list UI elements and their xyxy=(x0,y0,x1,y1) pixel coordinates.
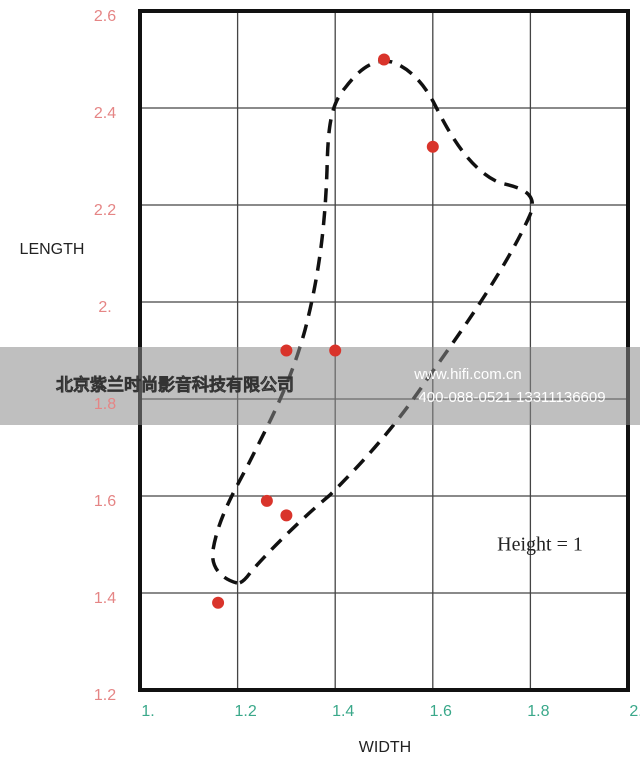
y-tick-label: 2.4 xyxy=(94,105,116,122)
y-tick-label: 2. xyxy=(98,299,111,316)
annotation: Height = 1 xyxy=(497,534,583,556)
region-outline xyxy=(210,59,534,585)
data-point xyxy=(212,596,225,609)
data-point xyxy=(378,53,390,66)
x-tick-label: 2. xyxy=(629,703,640,720)
watermark-band xyxy=(0,347,640,425)
data-point xyxy=(280,344,293,357)
x-tick-label: 1.8 xyxy=(527,703,549,720)
x-tick-label: 1.2 xyxy=(234,703,256,720)
x-tick-label: 1.4 xyxy=(332,703,354,720)
data-point xyxy=(260,494,273,507)
y-tick-label: 1.8 xyxy=(94,396,116,413)
data-point xyxy=(280,509,293,522)
watermark-phone: 400-088-0521 13311136609 xyxy=(418,389,605,406)
watermark-url: www.hifi.com.cn xyxy=(413,366,522,383)
y-axis-label: LENGTH xyxy=(20,241,85,258)
y-tick-label: 1.6 xyxy=(94,493,116,510)
data-point xyxy=(329,344,342,357)
y-tick-label: 2.2 xyxy=(94,202,116,219)
watermark-company: 北京紫兰时尚影音科技有限公司 xyxy=(56,374,294,394)
x-tick-label: 1.6 xyxy=(430,703,452,720)
x-axis-label: WIDTH xyxy=(359,739,411,756)
y-tick-label: 1.2 xyxy=(94,687,116,704)
y-tick-label: 2.6 xyxy=(94,8,116,25)
data-point xyxy=(426,140,439,153)
y-tick-label: 1.4 xyxy=(94,590,116,607)
x-tick-label: 1. xyxy=(141,703,154,720)
